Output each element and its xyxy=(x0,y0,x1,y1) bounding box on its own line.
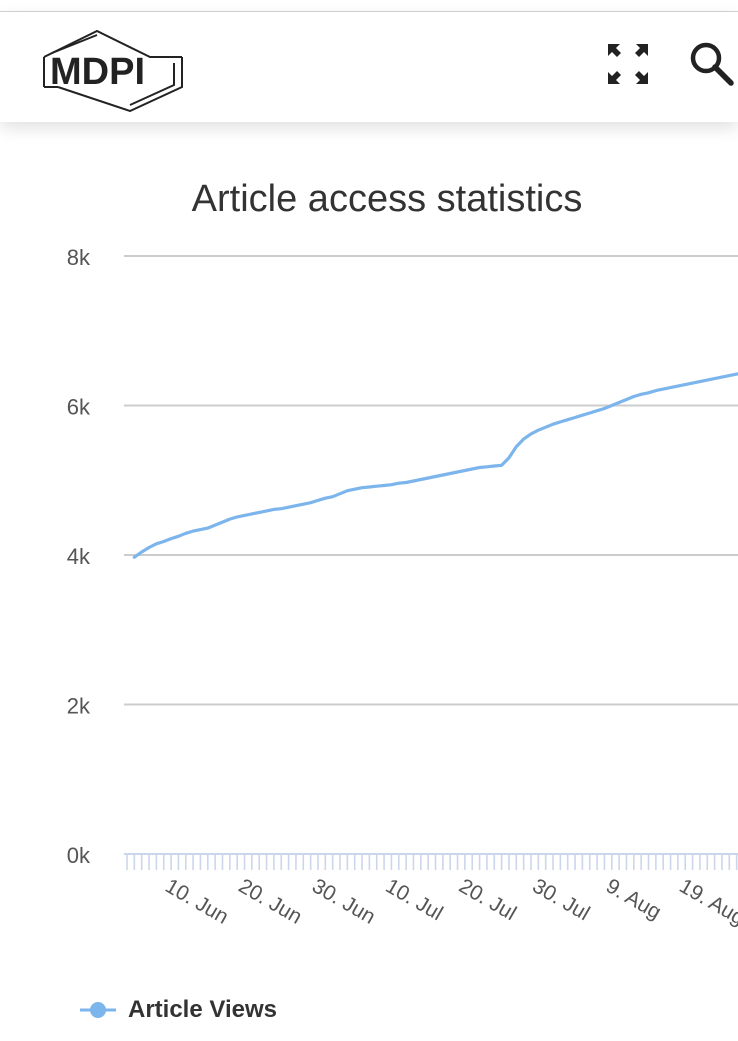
y-tick-label: 0k xyxy=(67,843,91,868)
top-divider xyxy=(0,11,738,12)
x-tick-label: 10. Jun xyxy=(161,874,232,928)
article-access-chart: Article access statistics 0k 2k 4k 6k 8k 10.… xyxy=(0,160,738,1041)
expand-arrows-icon[interactable] xyxy=(604,40,652,88)
x-tick-label: 9. Aug xyxy=(602,874,665,924)
x-tick-label: 20. Jun xyxy=(235,874,306,928)
y-tick-label: 6k xyxy=(67,395,91,420)
x-tick-label: 30. Jun xyxy=(308,874,379,928)
series-line-article-views[interactable] xyxy=(132,372,738,559)
x-tick-label: 30. Jul xyxy=(528,874,593,925)
y-tick-label: 2k xyxy=(67,694,91,719)
y-tick-label: 8k xyxy=(67,245,91,270)
search-icon[interactable] xyxy=(688,40,736,88)
legend-series-label: Article Views xyxy=(128,996,277,1023)
chart-legend[interactable]: Article Views xyxy=(80,996,277,1023)
y-tick-label: 4k xyxy=(67,544,91,569)
chart-svg: Article access statistics 0k 2k 4k 6k 8k 10.… xyxy=(67,178,738,930)
site-header: MDPI xyxy=(0,12,738,122)
mdpi-logo[interactable]: MDPI xyxy=(38,27,188,112)
x-tick-label: 19. Aug xyxy=(675,874,738,930)
legend-series-marker xyxy=(80,1002,116,1018)
x-tick-label: 20. Jul xyxy=(455,874,520,925)
chart-title: Article access statistics xyxy=(192,178,583,220)
logo-text: MDPI xyxy=(50,51,145,93)
x-tick-label: 10. Jul xyxy=(382,874,447,925)
